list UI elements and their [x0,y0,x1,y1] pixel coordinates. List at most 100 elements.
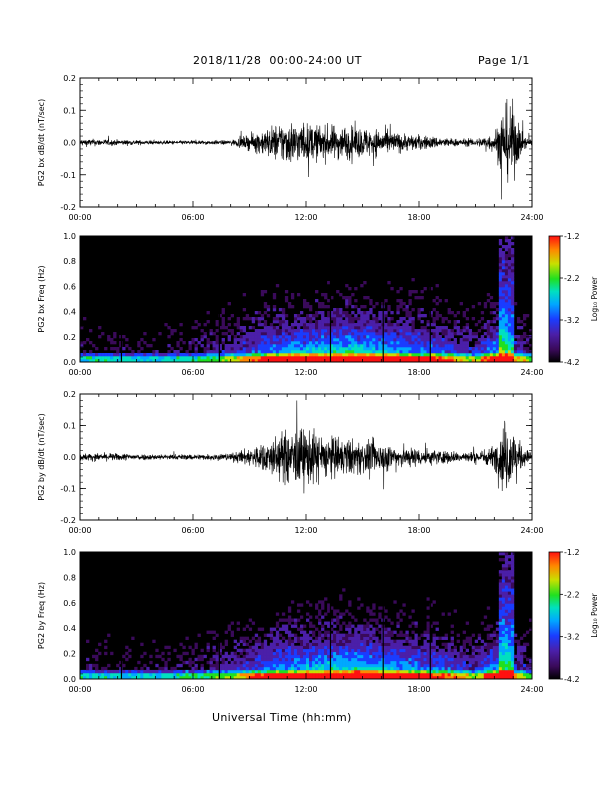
spectrogram-cell [245,636,250,640]
spectrogram-cell [351,335,355,339]
spectrogram-cell [378,645,382,650]
spectrogram-cell [429,323,433,327]
spectrogram-cell [387,660,391,665]
spectrogram-cell [293,633,298,637]
spectrogram-cell [504,624,509,628]
spectrogram-cell [426,359,430,363]
spectrogram-cell [519,675,524,680]
spectrogram-cell [182,341,186,345]
spectrogram-cell [498,633,503,637]
spectrogram-cell [369,633,373,637]
spectrogram-cell [363,314,367,318]
spectrogram-cell [333,323,337,327]
spectrogram-cell [339,359,343,363]
spectrogram-cell [501,308,506,312]
spectrogram-cell [191,341,195,345]
spectrogram-cell [318,669,322,674]
spectrogram-cell [242,359,247,363]
spectrogram-cell [498,585,503,589]
spectrogram-cell [309,341,313,345]
spectrogram-cell [342,666,346,671]
spectrogram-cell [173,669,177,674]
spectrogram-cell [501,588,506,592]
spectrogram-cell [312,314,316,318]
spectrogram-cell [275,669,280,674]
spectrogram-cell [321,317,325,321]
spectrogram-cell [263,335,268,339]
spectrogram-cell [275,630,280,634]
spectrogram-cell [284,651,289,656]
spectrogram-cell [309,624,313,628]
spectrogram-cell [498,323,503,327]
spectrogram-cell [110,356,114,360]
spectrogram-cell [360,603,364,607]
spectrogram-cell [336,639,340,644]
spectrogram-cell [414,669,418,674]
spectrogram-cell [477,654,482,659]
spectrogram-cell [248,350,253,354]
spectrogram-cell [324,645,328,650]
spectrogram-cell [248,359,253,363]
spectrogram-cell [345,350,349,354]
spectrogram-cell [498,588,503,592]
spectrogram-cell [405,347,409,351]
spectrogram-cell [459,645,463,650]
spectrogram-cell [495,636,500,640]
spectrogram-cell [290,666,295,671]
spectrogram-cell [525,669,530,674]
spectrogram-cell [336,642,340,647]
spectrogram-cell [266,347,271,351]
spectrogram-cell [257,654,262,659]
spectrogram-cell [315,645,319,650]
spectrogram-cell [432,669,436,674]
spectrogram-cell [146,356,150,360]
spectrogram-cell [306,359,310,363]
spectrogram-cell [206,311,210,315]
spectrogram-cell [315,654,319,659]
spectrogram-cell [236,666,240,671]
y-tick-label: -0.1 [60,485,76,494]
spectrogram-cell [525,341,530,345]
spectrogram-cell [290,338,295,342]
spectrogram-cell [384,639,388,644]
spectrogram-cell [498,278,503,282]
spectrogram-cell [149,660,153,665]
spectrogram-cell [212,648,216,653]
x-tick-label: 24:00 [520,213,543,222]
spectrogram-cell [402,356,406,360]
spectrogram-cell [501,353,506,357]
spectrogram-cell [348,600,352,604]
spectrogram-cell [426,341,430,345]
spectrogram-cell [266,344,271,348]
spectrogram-cell [519,344,524,348]
spectrogram-cell [468,359,473,363]
spectrogram-cell [333,341,337,345]
spectrogram-cell [429,675,433,680]
spectrogram-cell [254,359,259,363]
spectrogram-cell [339,347,343,351]
spectrogram-cell [89,341,93,345]
spectrogram-cell [366,335,370,339]
spectrogram-cell [330,666,334,671]
spectrogram-cell [396,290,400,294]
spectrogram-cell [248,675,253,680]
spectrogram-cell [372,660,376,665]
spectrogram-cell [336,633,340,637]
spectrogram-cell [218,648,222,653]
spectrogram-cell [465,347,470,351]
spectrogram-cell [375,639,379,644]
spectrogram-cell [312,624,316,628]
spectrogram-cell [290,350,295,354]
spectrogram-cell [209,329,213,333]
spectrogram-cell [366,311,370,315]
spectrogram-cell [330,344,334,348]
spectrogram-cell [209,332,213,336]
spectrogram-cell [507,642,512,647]
spectrogram-cell [281,666,286,671]
spectrogram-cell [336,621,340,625]
spectrogram-cell [501,245,506,249]
spectrogram-cell [480,311,485,315]
spectrogram-cell [489,305,494,309]
spectrogram-cell [384,654,388,659]
spectrogram-cell [369,302,373,306]
